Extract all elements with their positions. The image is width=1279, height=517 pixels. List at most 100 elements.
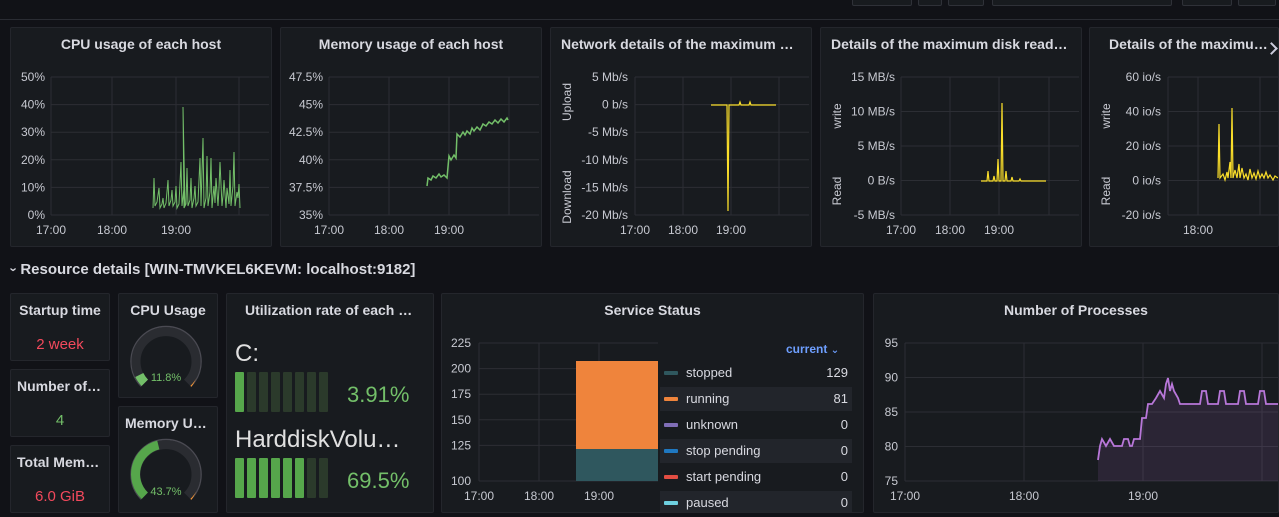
partition-value: 3.91% bbox=[347, 382, 410, 407]
y-tick: -10 Mb/s bbox=[581, 153, 628, 167]
gauge-cell bbox=[259, 458, 268, 498]
series-line bbox=[1217, 107, 1278, 183]
y-tick: 175 bbox=[451, 387, 471, 401]
y-tick: -15 Mb/s bbox=[581, 180, 628, 194]
network-details-panel[interactable]: Network details of the maximum network c… bbox=[550, 27, 812, 247]
gauge-cell bbox=[307, 458, 316, 498]
toolbar-button[interactable] bbox=[948, 0, 984, 6]
gauge-cell bbox=[235, 458, 244, 498]
y-tick: 40% bbox=[299, 153, 323, 167]
cpu-usage-gauge[interactable]: CPU Usage 11.8% bbox=[118, 293, 218, 398]
y-tick: 0 io/s bbox=[1132, 174, 1161, 188]
y-tick: 60 io/s bbox=[1126, 70, 1161, 84]
row-title: Resource details [WIN-TMVKEL6KEVM: local… bbox=[20, 261, 416, 278]
total-memory-stat[interactable]: Total Memory 6.0 GiB bbox=[10, 445, 110, 513]
cpu-gauge-chart: 11.8% bbox=[130, 325, 202, 387]
partition-utilization-panel[interactable]: Utilization rate of each partition C: 3.… bbox=[226, 293, 434, 513]
gauge-cell bbox=[271, 372, 280, 412]
x-tick: 17:00 bbox=[36, 223, 66, 237]
process-count-panel[interactable]: Number of Processes 95 90 85 80 75 17:00… bbox=[873, 293, 1279, 513]
chevron-down-icon: ⌄ bbox=[830, 345, 840, 356]
y-tick: 50% bbox=[21, 70, 45, 84]
y-tick: 0% bbox=[28, 208, 46, 222]
x-tick: 18:00 bbox=[668, 223, 698, 237]
x-tick: 18:00 bbox=[524, 489, 554, 503]
panel-title: Number of CPU cores bbox=[17, 378, 109, 394]
legend-value: 0 bbox=[840, 495, 848, 510]
series-line bbox=[426, 116, 509, 187]
x-tick: 19:00 bbox=[716, 223, 746, 237]
x-tick: 19:00 bbox=[584, 489, 614, 503]
service-status-panel[interactable]: Service Status 225 200 175 150 125 100 1… bbox=[441, 293, 864, 513]
gauge-cell bbox=[283, 372, 292, 412]
time-range-picker[interactable] bbox=[992, 0, 1172, 6]
zoom-out-button[interactable] bbox=[1182, 0, 1232, 6]
panel-title: Total Memory bbox=[17, 454, 107, 470]
legend-item[interactable]: stop pending 0 bbox=[660, 439, 852, 463]
startup-time-stat[interactable]: Startup time 2 week bbox=[10, 293, 110, 361]
legend-swatch bbox=[664, 397, 678, 401]
legend-item[interactable]: start pending 0 bbox=[660, 465, 852, 489]
gauge-value-arc bbox=[135, 372, 149, 386]
cpu-cores-stat[interactable]: Number of CPU cores 4 bbox=[10, 369, 110, 437]
stat-value: 2 week bbox=[36, 336, 84, 353]
gauge-cell bbox=[295, 458, 304, 498]
legend-sort-header[interactable]: current ⌄ bbox=[786, 342, 839, 356]
stacked-area-stopped bbox=[576, 449, 658, 481]
series-line bbox=[981, 102, 1046, 182]
x-tick: 17:00 bbox=[314, 223, 344, 237]
service-status-chart: 225 200 175 150 125 100 17:00 18:00 19:0… bbox=[451, 336, 658, 503]
legend-swatch bbox=[664, 475, 678, 479]
x-tick: 17:00 bbox=[620, 223, 650, 237]
y-tick: 75 bbox=[885, 474, 899, 488]
y-tick: -20 Mb/s bbox=[581, 208, 628, 222]
gauge-cell bbox=[283, 458, 292, 498]
gauge-cell bbox=[319, 372, 328, 412]
series-line bbox=[152, 106, 241, 210]
y-tick: 10% bbox=[21, 180, 45, 194]
toolbar-button[interactable] bbox=[918, 0, 942, 6]
memory-usage-panel[interactable]: Memory usage of each host 47.5% 45% 42.5… bbox=[280, 27, 542, 247]
legend-item[interactable]: stopped 129 bbox=[660, 361, 852, 385]
legend-label: stopped bbox=[686, 365, 733, 380]
gauge-threshold-arc bbox=[130, 438, 202, 500]
stat-value: 6.0 GiB bbox=[34, 488, 86, 505]
x-tick: 19:00 bbox=[984, 223, 1014, 237]
legend-swatch bbox=[664, 371, 678, 375]
y-tick: 125 bbox=[451, 438, 471, 452]
y-axis-label: write bbox=[1099, 103, 1113, 130]
legend-item[interactable]: running 81 bbox=[660, 387, 852, 411]
legend-header-label: current bbox=[786, 342, 828, 356]
memory-usage-gauge[interactable]: Memory Usage 43.7% bbox=[118, 406, 218, 513]
y-tick: 100 bbox=[451, 474, 471, 488]
x-tick: 19:00 bbox=[161, 223, 191, 237]
legend-item[interactable]: paused 0 bbox=[660, 491, 852, 512]
dashboard-toolbar bbox=[0, 0, 1279, 20]
y-axis-label: Read bbox=[830, 177, 844, 206]
y-tick: 35% bbox=[299, 208, 323, 222]
y-tick: 20 io/s bbox=[1126, 139, 1161, 153]
gauge-value: 43.7% bbox=[150, 486, 181, 498]
stat-value: 4 bbox=[55, 412, 65, 429]
y-tick: 37.5% bbox=[289, 180, 323, 194]
legend-swatch bbox=[664, 423, 678, 427]
x-tick: 19:00 bbox=[1128, 489, 1158, 503]
partition-bar-gauge bbox=[235, 372, 331, 412]
y-tick: 40% bbox=[21, 98, 45, 112]
legend-item[interactable]: unknown 0 bbox=[660, 413, 852, 437]
disk-rw-panel[interactable]: Details of the maximum disk read and wri… bbox=[820, 27, 1082, 247]
cpu-usage-panel[interactable]: CPU usage of each host 50% 40% 30% 20% 1… bbox=[10, 27, 272, 247]
legend-label: paused bbox=[686, 495, 729, 510]
disk-iops-chart: write Read 60 io/s 40 io/s 20 io/s 0 io/… bbox=[1099, 70, 1278, 237]
gauge-cell bbox=[235, 372, 244, 412]
y-tick: 90 bbox=[885, 371, 899, 385]
gauge-cell bbox=[307, 372, 316, 412]
toolbar-button[interactable] bbox=[852, 0, 912, 6]
y-tick: 30% bbox=[21, 125, 45, 139]
row-collapse-toggle[interactable]: ›Resource details [WIN-TMVKEL6KEVM: loca… bbox=[7, 261, 416, 278]
refresh-button[interactable] bbox=[1238, 0, 1276, 6]
series-area bbox=[1098, 378, 1278, 481]
disk-iops-panel[interactable]: Details of the maximum disk IOPS write R… bbox=[1089, 27, 1279, 247]
x-tick: 17:00 bbox=[886, 223, 916, 237]
panel-title: Utilization rate of each partition bbox=[245, 302, 433, 318]
